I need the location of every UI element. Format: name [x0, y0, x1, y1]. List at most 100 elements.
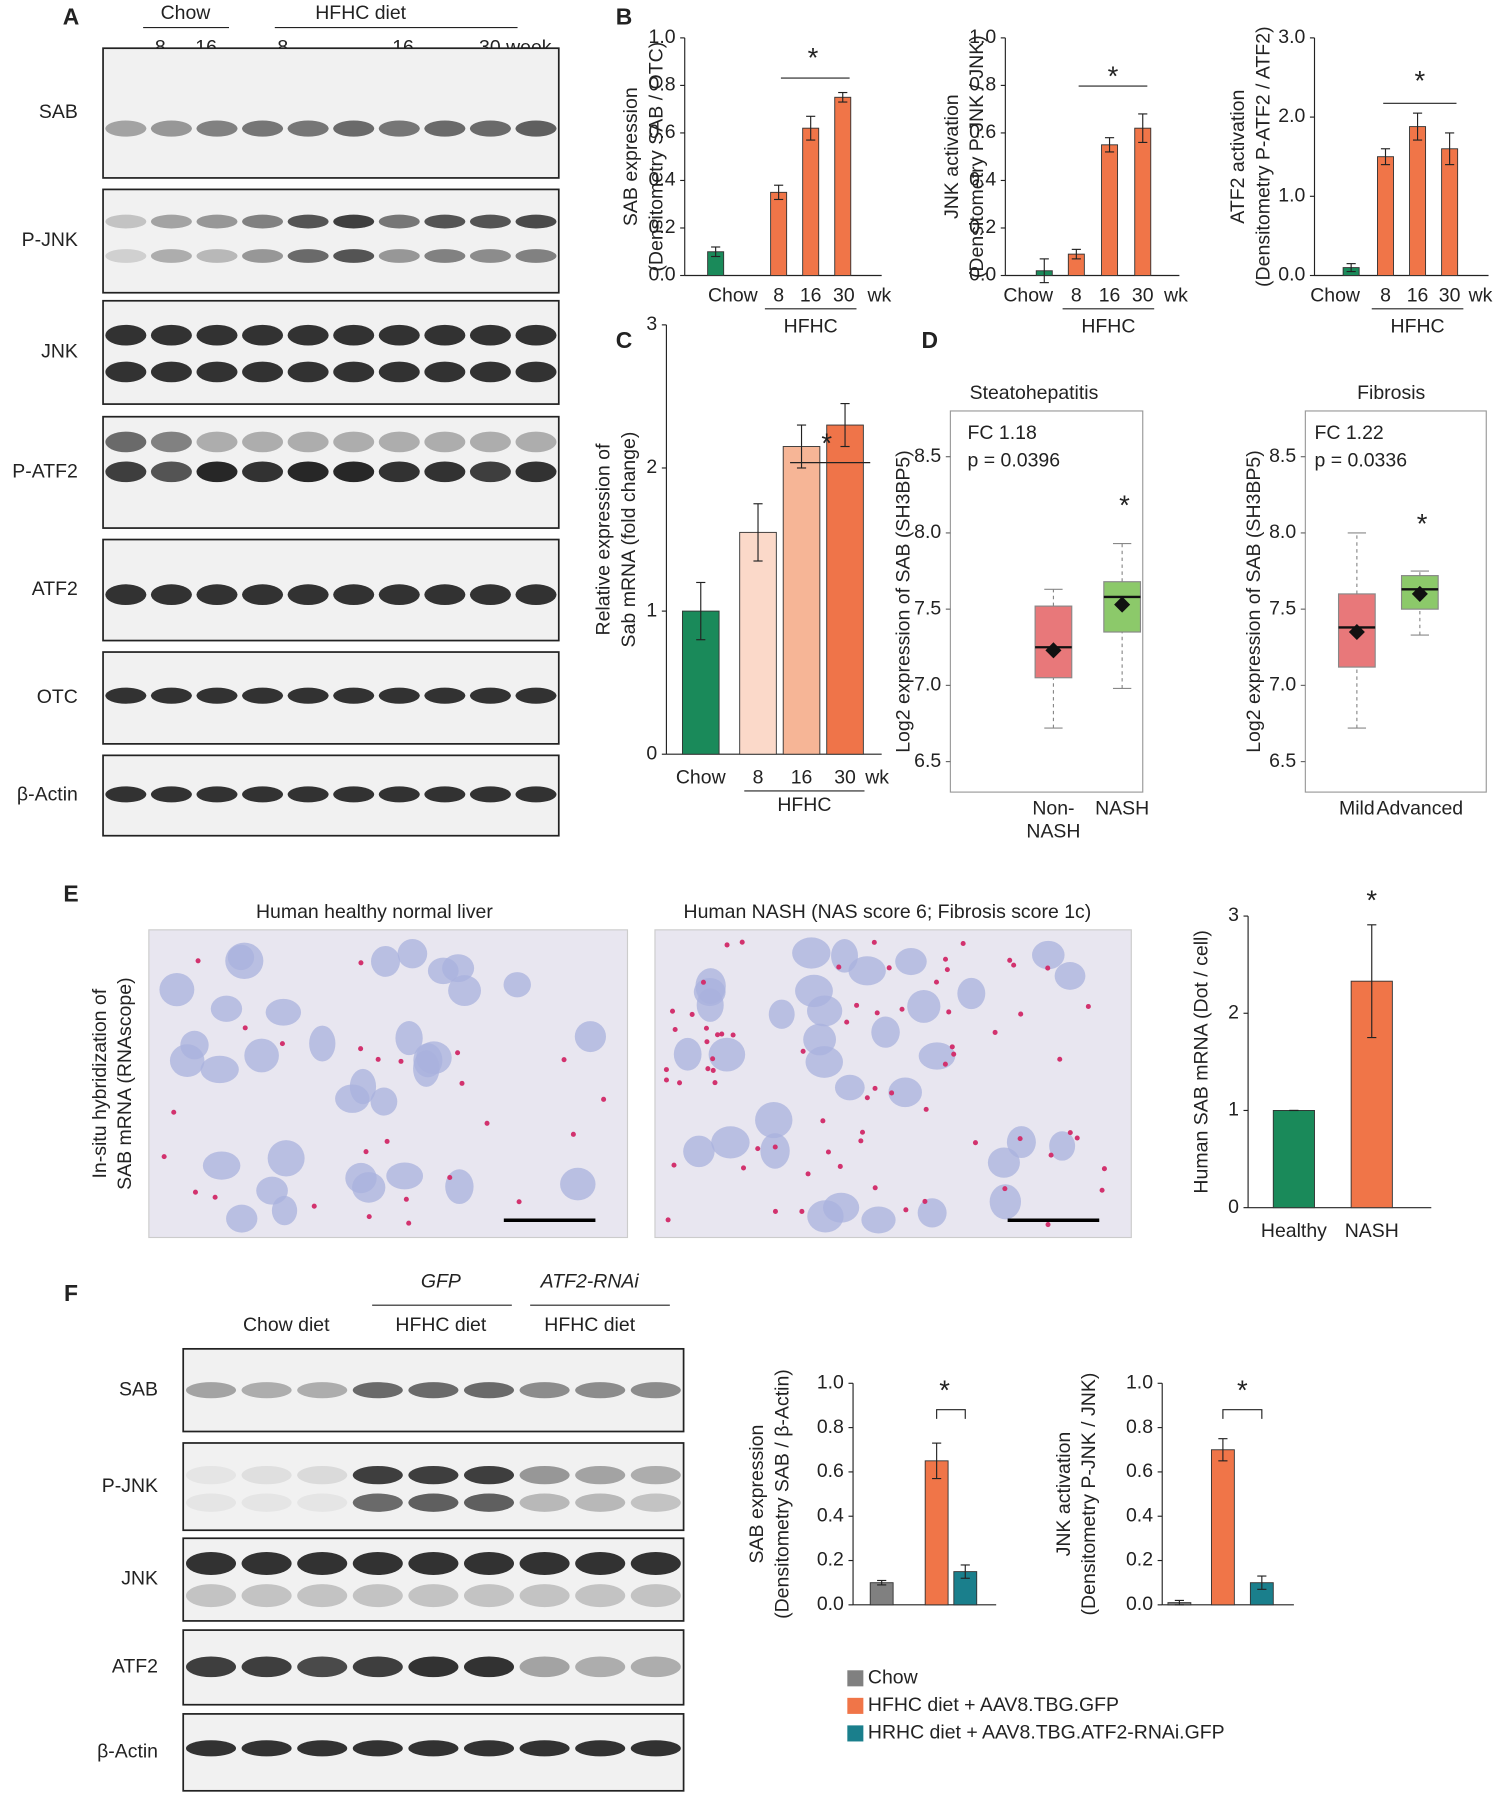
band	[469, 120, 511, 137]
band	[242, 249, 284, 263]
y-tick-label: 1	[1228, 1099, 1239, 1121]
bar	[1210, 1449, 1235, 1606]
band	[352, 1656, 403, 1678]
dot	[384, 1138, 390, 1144]
x-suffix: wk	[1468, 284, 1493, 306]
panel-letter: E	[63, 880, 78, 906]
band	[408, 1552, 459, 1575]
x-tick-label: 16	[791, 766, 813, 788]
y-tick-label: 8.5	[914, 445, 941, 467]
band	[105, 249, 147, 263]
nucleus	[427, 957, 459, 985]
annotation: *	[1119, 490, 1130, 521]
x-tick-label: NASH	[1095, 797, 1149, 819]
bar	[1134, 127, 1152, 276]
dot	[672, 1026, 678, 1033]
x-tick-label: 8	[1071, 284, 1082, 306]
dot	[874, 1010, 880, 1016]
band	[196, 461, 238, 483]
mean-marker	[1348, 623, 1365, 641]
band	[185, 1465, 237, 1485]
band	[519, 1493, 570, 1512]
bar	[1272, 1109, 1315, 1209]
nucleus	[768, 999, 795, 1029]
error-bar	[840, 403, 850, 448]
y-tick-label: 0.0	[1126, 1593, 1153, 1615]
x-tick-label: Non-NASH	[1026, 797, 1080, 842]
dot	[484, 1120, 490, 1126]
dot	[242, 1025, 248, 1031]
error-bar	[1445, 132, 1455, 166]
band	[424, 687, 466, 704]
y-axis-label: Log2 expression of SAB (SH3BP5)	[1243, 450, 1265, 753]
band	[150, 361, 192, 383]
dot	[1101, 1166, 1107, 1172]
x-suffix: wk	[866, 284, 891, 306]
micrograph	[148, 929, 629, 1239]
dot	[561, 1057, 567, 1063]
bar	[802, 127, 820, 276]
band	[469, 431, 511, 453]
y-axis-label: Human SAB mRNA (Dot / cell)	[1190, 930, 1212, 1193]
dot	[714, 1032, 721, 1038]
annotation: *	[1366, 885, 1377, 916]
band	[105, 461, 147, 483]
band	[378, 324, 420, 346]
band	[424, 214, 466, 229]
error-bar	[877, 1579, 887, 1586]
blot-frame	[102, 188, 560, 294]
nucleus	[448, 975, 482, 1007]
band	[378, 249, 420, 263]
mean-marker	[1114, 596, 1131, 613]
x-tick-label: 8	[1380, 284, 1391, 306]
band	[297, 1584, 348, 1608]
band	[515, 431, 557, 453]
band	[333, 431, 375, 453]
error-bar	[1257, 1575, 1267, 1590]
dot	[872, 1185, 878, 1191]
band	[424, 120, 466, 137]
y-tick-label: 0.8	[817, 1416, 844, 1438]
y-tick-label: 0.8	[649, 74, 676, 96]
error-bar	[1039, 258, 1049, 284]
band	[242, 120, 284, 137]
blot-label: β-Actin	[17, 784, 78, 806]
nucleus	[503, 972, 531, 998]
dot	[992, 1029, 998, 1035]
dot	[447, 1174, 453, 1181]
error-bar	[696, 581, 706, 641]
band	[297, 1493, 348, 1512]
significance-bracket	[1222, 1409, 1263, 1419]
band	[287, 687, 329, 704]
band	[519, 1584, 570, 1608]
dot	[171, 1109, 177, 1115]
blot-label: P-ATF2	[12, 461, 78, 483]
band	[469, 786, 511, 803]
band	[105, 361, 147, 383]
nucleus	[807, 1200, 844, 1233]
y-tick-label: 2	[1228, 1001, 1239, 1023]
band	[352, 1584, 403, 1608]
dot	[949, 1044, 955, 1050]
y-axis-label: (Densitometry P-JNK / JNK)	[1078, 1373, 1100, 1616]
nucleus	[888, 1077, 922, 1108]
band	[424, 461, 466, 483]
y-axis-label: (Densitometry P-JNK / JNK)	[966, 35, 988, 278]
legend-label: Chow	[868, 1666, 919, 1688]
y-tick-label: 0.4	[1126, 1504, 1153, 1526]
nucleus	[335, 1084, 370, 1113]
dot	[1007, 957, 1013, 963]
band	[575, 1465, 626, 1485]
panel-letter: F	[64, 1280, 78, 1306]
dot	[1045, 1222, 1051, 1228]
stat-annotation: p = 0.0396	[968, 450, 1061, 472]
nucleus	[834, 1074, 865, 1101]
error-bar	[1138, 113, 1148, 144]
nucleus	[708, 1037, 746, 1072]
band	[185, 1656, 237, 1678]
y-tick-label: 0.4	[649, 169, 676, 191]
band	[515, 214, 557, 229]
band	[196, 687, 238, 704]
band	[185, 1493, 237, 1512]
